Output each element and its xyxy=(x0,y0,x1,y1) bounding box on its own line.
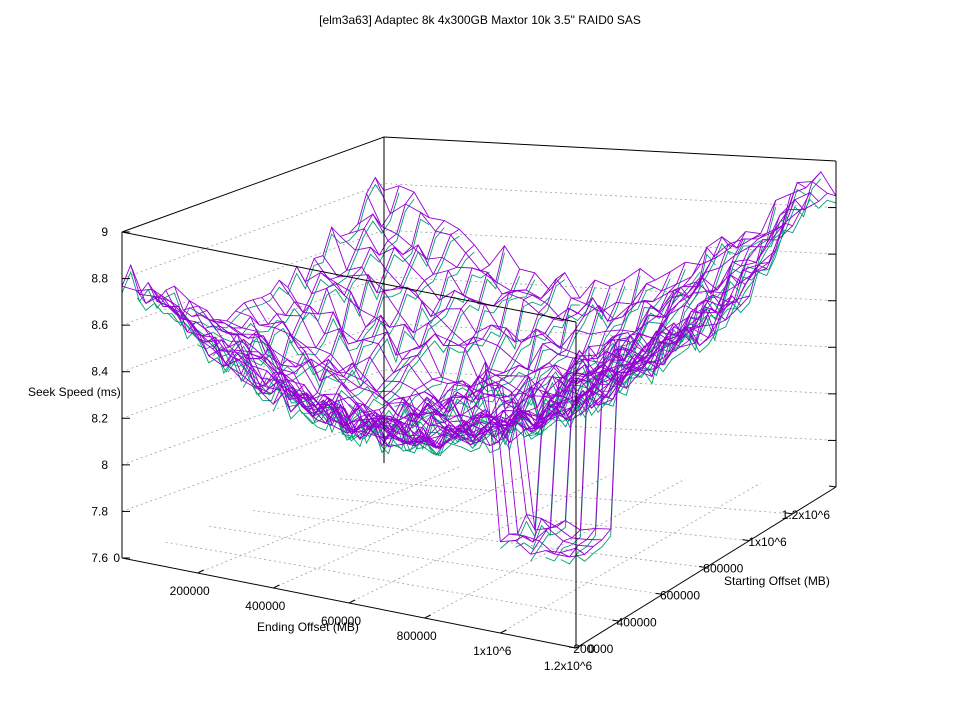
surface-line-y xyxy=(139,293,594,547)
surface-under-line xyxy=(242,252,505,428)
surface-line-y xyxy=(209,319,664,449)
surface-under-line xyxy=(121,183,385,329)
surface-line-x xyxy=(545,181,807,555)
z-tick-label: 8.4 xyxy=(91,365,108,379)
floor-grid-line xyxy=(296,494,750,542)
surface-under-line xyxy=(394,286,656,454)
surface-line-y xyxy=(270,292,724,434)
box-edge xyxy=(383,136,837,162)
y-tick-label: 800000 xyxy=(703,562,743,576)
x-tick-label: 1x10^6 xyxy=(473,644,512,658)
x-axis-label: Ending Offset (MB) xyxy=(257,620,359,634)
y-tick-mark xyxy=(785,512,793,515)
wall-grid-line xyxy=(121,369,837,466)
z-axis-label: Seek Speed (ms) xyxy=(28,385,121,399)
x-tick-mark xyxy=(575,644,583,649)
chart-title: [elm3a63] Adaptec 8k 4x300GB Maxtor 10k … xyxy=(319,13,641,27)
z-tick-label: 7.6 xyxy=(91,551,108,565)
z-tick-label: 8.8 xyxy=(91,272,108,286)
box-edge xyxy=(121,231,577,323)
surface-line-y xyxy=(383,171,837,299)
z-tick-label: 8.2 xyxy=(91,411,108,425)
y-axis-label: Starting Offset (MB) xyxy=(724,574,830,588)
x-tick-mark xyxy=(500,629,507,634)
surface-under-line xyxy=(167,218,430,374)
surface-line-y xyxy=(322,250,776,380)
surface-mesh xyxy=(121,171,837,565)
surface-line-x xyxy=(257,268,521,427)
surface-line-y xyxy=(191,309,646,448)
surface-under-line xyxy=(500,240,761,550)
surface-line-y xyxy=(313,258,767,385)
surface-line-y xyxy=(226,320,681,450)
z-tick-label: 8.6 xyxy=(91,318,108,332)
x-tick-mark xyxy=(273,584,280,589)
surface-line-y xyxy=(278,280,733,430)
surface-under-line xyxy=(469,242,731,428)
surface-line-y xyxy=(357,192,811,320)
z-tick-label: 7.8 xyxy=(91,504,108,518)
box-edge xyxy=(121,136,385,233)
origin-tick-label: 0 xyxy=(113,551,120,565)
surface-line-y xyxy=(374,177,828,313)
wall-grid-line xyxy=(121,183,837,279)
y-tick-label: 1x10^6 xyxy=(748,535,787,549)
y-tick-mark xyxy=(568,646,577,649)
y-tick-mark xyxy=(655,592,663,595)
floor-grid-line xyxy=(165,541,620,622)
surface-line-y xyxy=(261,297,715,437)
y-tick-label: 0 xyxy=(588,642,595,656)
surface-line-y xyxy=(200,314,655,447)
surface-line-y xyxy=(235,310,689,447)
x-tick-label: 200000 xyxy=(170,584,210,598)
surface-under-line xyxy=(272,279,536,442)
surface-line-y xyxy=(217,319,672,447)
surface-line-y xyxy=(121,285,577,555)
surface-line-y xyxy=(339,225,794,357)
x-tick-label: 800000 xyxy=(397,629,437,643)
y-tick-label: 600000 xyxy=(660,589,700,603)
surface-under-line xyxy=(197,235,460,389)
y-tick-mark xyxy=(612,619,620,622)
surface-under-line xyxy=(257,275,521,434)
x-tick-mark xyxy=(424,614,431,619)
surface-line-y xyxy=(243,302,698,450)
surface-under-line xyxy=(227,271,490,415)
y-tick-mark xyxy=(828,485,837,488)
y-tick-label: 200000 xyxy=(573,642,613,656)
floor-grid-line xyxy=(209,525,663,595)
wall-grid-line xyxy=(121,229,837,326)
wall-grid-line xyxy=(121,416,837,512)
floor-grid-line xyxy=(348,474,611,604)
tick-labels: 7.67.888.28.48.68.8902000004000006000008… xyxy=(91,207,837,673)
surface-line-y xyxy=(366,193,819,322)
surface-line-y xyxy=(130,264,585,558)
z-tick-label: 8 xyxy=(101,458,108,472)
y-tick-mark xyxy=(742,539,750,542)
surface-under-line xyxy=(484,238,746,418)
floor-grid-line xyxy=(500,482,761,634)
x-tick-mark xyxy=(348,599,356,604)
surface-line-y xyxy=(182,305,638,445)
y-tick-label: 1.2x10^6 xyxy=(782,508,831,522)
surface-line-y xyxy=(348,208,802,349)
surface-under-line xyxy=(182,227,445,377)
y-tick-label: 400000 xyxy=(617,615,657,629)
y-tick-mark xyxy=(698,566,707,568)
x-tick-label: 600000 xyxy=(321,614,361,628)
surface-line-y xyxy=(305,264,759,399)
z-tick-label: 9 xyxy=(101,225,108,239)
surface-line-y xyxy=(331,222,785,371)
x-tick-label: 1.2x10^6 xyxy=(544,659,593,673)
wall-grid-line xyxy=(121,322,837,419)
surface-under-line xyxy=(136,192,400,336)
surface-under-line xyxy=(348,293,611,456)
x-tick-mark xyxy=(197,569,204,574)
floor-grid-line xyxy=(424,478,686,619)
x-tick-label: 400000 xyxy=(245,599,285,613)
